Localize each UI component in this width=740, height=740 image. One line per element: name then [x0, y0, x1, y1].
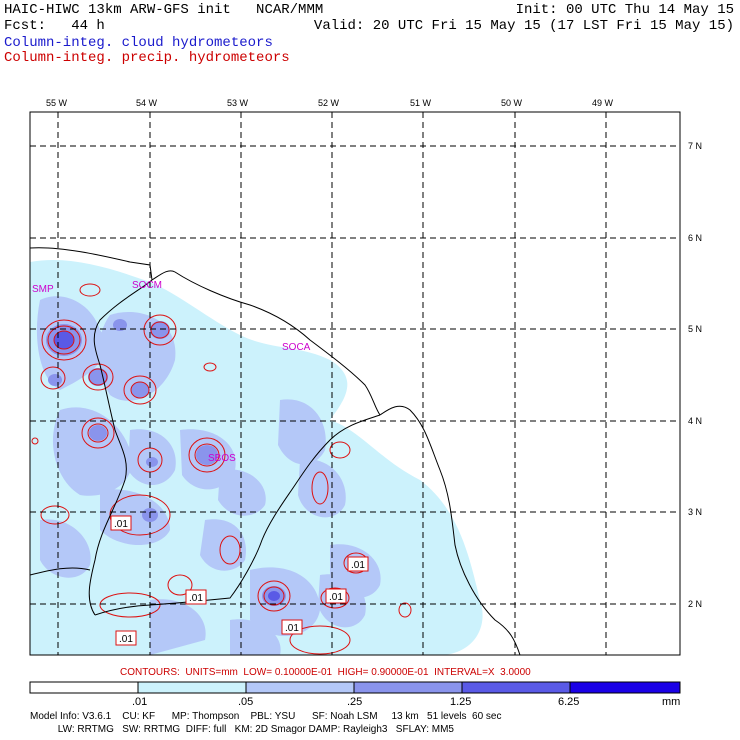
colorbar-tick: 6.25	[558, 696, 580, 708]
colorbar-bin	[137, 681, 247, 694]
lat-label: 6 N	[688, 233, 702, 243]
contour-label: .01	[189, 593, 203, 604]
contour-label: .01	[329, 592, 343, 603]
colorbar-tick: .25	[347, 696, 363, 708]
lon-label: 55 W	[46, 98, 68, 108]
colorbar	[29, 681, 681, 694]
latitude-labels: 7 N 6 N 5 N 4 N 3 N 2 N	[688, 141, 702, 609]
station-label: SBOS	[208, 453, 236, 464]
lon-label: 54 W	[136, 98, 158, 108]
colorbar-bin	[569, 681, 681, 694]
model-info: Model Info: V3.6.1 CU: KF MP: Thompson P…	[30, 711, 502, 722]
contour-label: .01	[119, 634, 133, 645]
lon-label: 50 W	[501, 98, 523, 108]
lat-label: 5 N	[688, 324, 702, 334]
lon-label: 51 W	[410, 98, 432, 108]
lon-label: 53 W	[227, 98, 249, 108]
lat-label: 7 N	[688, 141, 702, 151]
longitude-labels: 55 W 54 W 53 W 52 W 51 W 50 W 49 W	[46, 98, 614, 108]
colorbar-tick: 1.25	[450, 696, 472, 708]
graticule	[30, 112, 680, 655]
lon-label: 52 W	[318, 98, 340, 108]
model-title: HAIC-HIWC 13km ARW-GFS init NCAR/MMM	[4, 2, 324, 18]
lat-label: 3 N	[688, 507, 702, 517]
precip-contours	[31, 283, 412, 655]
colorbar-bin	[29, 681, 139, 694]
cloud-field-label: Column-integ. cloud hydrometeors	[4, 35, 273, 51]
colorbar-bin	[353, 681, 463, 694]
colorbar-tick: .05	[238, 696, 254, 708]
lon-label: 49 W	[592, 98, 614, 108]
valid-time: Valid: 20 UTC Fri 15 May 15 (17 LST Fri …	[313, 18, 734, 34]
contours-info: CONTOURS: UNITS=mm LOW= 0.10000E-01 HIGH…	[120, 667, 531, 678]
map-frame	[29, 111, 681, 656]
init-time: Init: 00 UTC Thu 14 May 15	[515, 2, 734, 18]
contour-label: .01	[285, 623, 299, 634]
colorbar-unit: mm	[662, 696, 681, 708]
station-label: SOCA	[282, 342, 311, 353]
precip-field-label: Column-integ. precip. hydrometeors	[4, 50, 290, 66]
contour-label: .01	[114, 519, 128, 530]
colorbar-bin	[461, 681, 571, 694]
cloud-shading	[30, 260, 483, 655]
station-label: SMP	[32, 284, 54, 295]
lat-label: 2 N	[688, 599, 702, 609]
colorbar-tick: .01	[132, 696, 148, 708]
colorbar-bin	[245, 681, 355, 694]
model-physics: LW: RRTMG SW: RRTMG DIFF: full KM: 2D Sm…	[30, 724, 454, 735]
contour-labels: .01 .01 .01 .01 .01 .01	[110, 515, 369, 646]
contour-label: .01	[351, 560, 365, 571]
lat-label: 4 N	[688, 416, 702, 426]
coastlines	[30, 247, 521, 655]
forecast-hour: Fcst: 44 h	[4, 18, 105, 34]
station-label: SOCM	[132, 280, 162, 291]
